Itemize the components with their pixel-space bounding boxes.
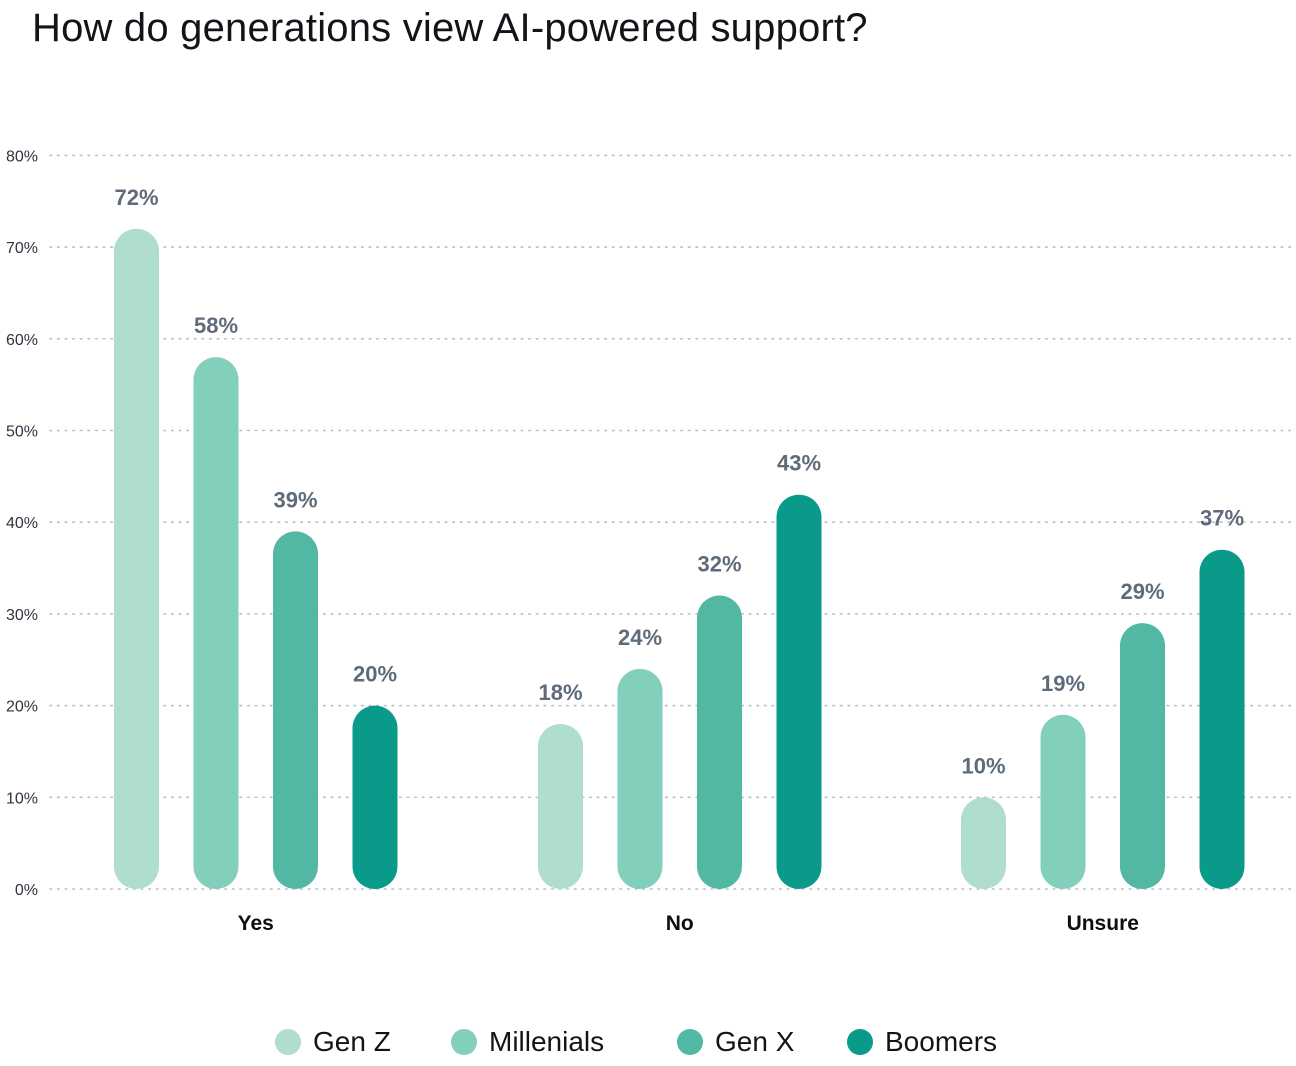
legend-swatch	[275, 1029, 301, 1055]
legend-swatch	[677, 1029, 703, 1055]
bar	[193, 357, 239, 889]
value-label: 18%	[538, 680, 582, 705]
x-category-label: No	[666, 912, 694, 935]
value-labels: 72% 58% 39% 20% 18% 24% 32% 43% 10% 19% 29% 37%	[114, 185, 1244, 779]
x-category-label: Yes	[238, 912, 274, 935]
bar	[114, 228, 159, 889]
legend-swatch	[451, 1029, 477, 1055]
legend-label: Gen X	[715, 1026, 795, 1057]
y-tick-label: 20%	[6, 699, 38, 716]
y-tick-label: 70%	[6, 240, 38, 257]
y-tick-label: 0%	[15, 882, 38, 899]
legend-label: Millenials	[489, 1026, 605, 1057]
bar	[776, 494, 822, 889]
bar	[273, 531, 318, 889]
bar	[1199, 549, 1245, 889]
legend-item-boomers: Boomers	[847, 1026, 997, 1058]
value-label: 24%	[618, 625, 662, 650]
legend-item-gen-z: Gen Z	[275, 1026, 391, 1058]
x-axis: Yes No Unsure	[238, 912, 1139, 935]
bar	[961, 797, 1006, 889]
bars	[114, 228, 1245, 889]
chart-title: How do generations view AI-powered suppo…	[32, 6, 868, 50]
value-label: 20%	[353, 662, 397, 687]
bar	[352, 705, 398, 889]
legend-label: Gen Z	[313, 1026, 391, 1057]
value-label: 58%	[194, 313, 238, 338]
bar	[538, 723, 583, 889]
value-label: 32%	[697, 552, 741, 577]
legend-swatch	[847, 1029, 873, 1055]
value-label: 39%	[273, 487, 317, 512]
y-axis: 0% 10% 20% 30% 40% 50% 60% 70% 80%	[6, 148, 38, 899]
x-category-label: Unsure	[1067, 912, 1139, 935]
value-label: 29%	[1120, 579, 1164, 604]
legend: Gen Z Millenials Gen X Boomers	[0, 1026, 1296, 1066]
bar	[617, 668, 663, 889]
y-tick-label: 50%	[6, 424, 38, 441]
bar	[1040, 714, 1086, 889]
bar	[697, 595, 742, 889]
y-tick-label: 60%	[6, 332, 38, 349]
bar-chart: 0% 10% 20% 30% 40% 50% 60% 70% 80% 72% 58% 39% 20% 1…	[6, 148, 1295, 935]
legend-item-gen-x: Gen X	[677, 1026, 794, 1058]
gridlines	[49, 154, 1295, 890]
value-label: 19%	[1041, 671, 1085, 696]
bar	[1120, 623, 1165, 889]
value-label: 43%	[777, 451, 821, 476]
legend-label: Boomers	[885, 1026, 998, 1057]
value-label: 10%	[961, 753, 1005, 778]
value-label: 37%	[1200, 506, 1244, 531]
legend-item-millenials: Millenials	[451, 1026, 604, 1058]
y-tick-label: 40%	[6, 515, 38, 532]
y-tick-label: 10%	[6, 790, 38, 807]
y-tick-label: 30%	[6, 607, 38, 624]
value-label: 72%	[114, 185, 158, 210]
y-tick-label: 80%	[6, 148, 38, 165]
